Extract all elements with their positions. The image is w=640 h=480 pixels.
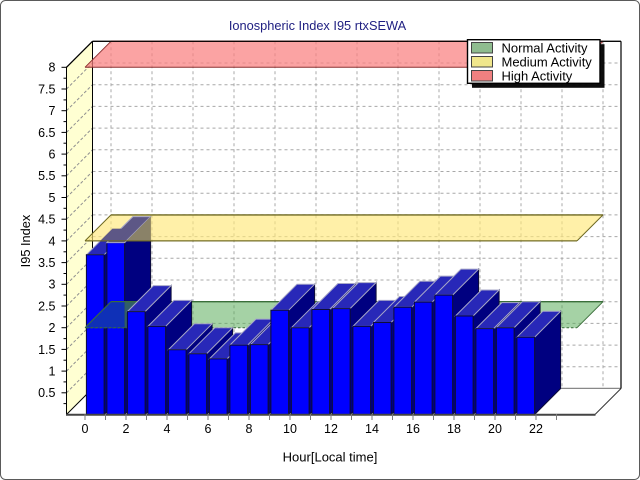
svg-text:2: 2	[123, 422, 130, 436]
svg-text:5.5: 5.5	[38, 169, 55, 183]
svg-text:6: 6	[205, 422, 212, 436]
svg-text:Normal Activity: Normal Activity	[502, 40, 588, 55]
svg-text:4: 4	[164, 422, 171, 436]
svg-text:1: 1	[49, 365, 56, 379]
svg-text:0.5: 0.5	[38, 386, 55, 400]
svg-text:2.5: 2.5	[38, 299, 55, 313]
svg-text:18: 18	[447, 422, 461, 436]
svg-text:High Activity: High Activity	[502, 68, 573, 83]
svg-text:8: 8	[49, 61, 56, 75]
svg-text:4: 4	[49, 234, 56, 248]
svg-text:8: 8	[246, 422, 253, 436]
svg-text:3: 3	[49, 278, 56, 292]
svg-text:10: 10	[283, 422, 297, 436]
svg-text:6.5: 6.5	[38, 126, 55, 140]
svg-text:12: 12	[324, 422, 338, 436]
svg-text:7: 7	[49, 104, 56, 118]
svg-text:22: 22	[529, 422, 543, 436]
svg-text:Hour[Local time]: Hour[Local time]	[283, 450, 378, 465]
svg-text:14: 14	[365, 422, 379, 436]
svg-text:5: 5	[49, 191, 56, 205]
svg-text:2: 2	[49, 321, 56, 335]
svg-text:3.5: 3.5	[38, 256, 55, 270]
svg-text:6: 6	[49, 148, 56, 162]
svg-text:4.5: 4.5	[38, 213, 55, 227]
svg-text:20: 20	[488, 422, 502, 436]
svg-text:0: 0	[82, 422, 89, 436]
svg-text:Ionospheric Index I95 rtxSEWA: Ionospheric Index I95 rtxSEWA	[229, 18, 407, 33]
svg-text:1.5: 1.5	[38, 343, 55, 357]
svg-text:7.5: 7.5	[38, 82, 55, 96]
svg-text:16: 16	[406, 422, 420, 436]
svg-text:Medium Activity: Medium Activity	[502, 54, 593, 69]
svg-text:I95 Index: I95 Index	[18, 214, 33, 267]
